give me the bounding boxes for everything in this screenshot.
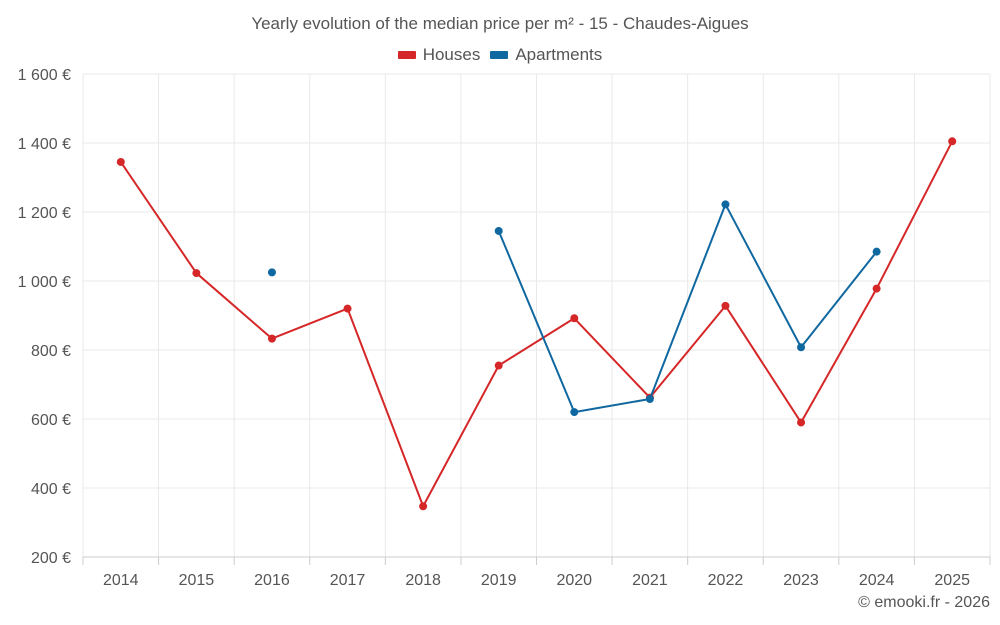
- data-point-houses-2019[interactable]: [494, 361, 503, 370]
- series-line-apartments: [497, 203, 878, 414]
- data-point-houses-2023[interactable]: [797, 418, 806, 427]
- y-tick-label: 1 000 €: [18, 274, 71, 291]
- y-tick-label: 800 €: [31, 343, 71, 360]
- legend-swatch-houses: [397, 51, 416, 59]
- grid-layer: [82, 73, 991, 558]
- legend-label-apartments: Apartments: [515, 45, 603, 64]
- series-layer: [116, 137, 957, 511]
- legend-label-houses: Houses: [422, 45, 481, 64]
- x-tick-label: 2025: [934, 572, 970, 589]
- data-point-houses-2020[interactable]: [570, 314, 579, 323]
- x-tick-label: 2022: [708, 572, 744, 589]
- x-tick-label: 2019: [481, 572, 517, 589]
- data-point-houses-2024[interactable]: [872, 284, 881, 293]
- data-point-houses-2016[interactable]: [267, 334, 276, 343]
- series-line-houses: [119, 140, 954, 508]
- legend: Houses Apartments: [0, 45, 1000, 65]
- y-tick-label: 1 200 €: [18, 205, 71, 222]
- y-tick-label: 1 600 €: [18, 67, 71, 84]
- x-tick-label: 2021: [632, 572, 668, 589]
- data-point-apartments-2023[interactable]: [797, 343, 806, 352]
- data-point-houses-2017[interactable]: [343, 304, 352, 313]
- x-tick-label: 2018: [405, 572, 441, 589]
- data-point-houses-2015[interactable]: [192, 269, 201, 278]
- data-point-houses-2014[interactable]: [116, 157, 125, 166]
- data-point-houses-2022[interactable]: [721, 301, 730, 310]
- chart-title: Yearly evolution of the median price per…: [251, 14, 749, 33]
- data-point-houses-2025[interactable]: [948, 137, 957, 146]
- x-tick-label: 2014: [103, 572, 139, 589]
- legend-item-apartments[interactable]: Apartments: [490, 45, 602, 65]
- y-tick-label: 400 €: [31, 481, 71, 498]
- data-point-apartments-2021[interactable]: [645, 394, 654, 403]
- x-tick-label: 2015: [179, 572, 215, 589]
- y-tick-label: 1 400 €: [18, 136, 71, 153]
- legend-swatch-apartments: [490, 51, 509, 59]
- data-point-apartments-2016[interactable]: [267, 268, 276, 277]
- data-point-apartments-2022[interactable]: [721, 200, 730, 209]
- x-tick-label: 2020: [556, 572, 592, 589]
- x-tick-label: 2024: [859, 572, 895, 589]
- x-tick-label: 2023: [783, 572, 819, 589]
- y-tick-label: 600 €: [31, 412, 71, 429]
- axis-layer: 200 € 400 € 600 € 800 € 1 000 € 1 200 € 1 400 …: [18, 67, 991, 589]
- data-point-houses-2018[interactable]: [419, 502, 428, 511]
- x-tick-label: 2016: [254, 572, 290, 589]
- data-point-apartments-2024[interactable]: [872, 247, 881, 256]
- data-point-apartments-2020[interactable]: [570, 408, 579, 417]
- y-tick-label: 200 €: [31, 550, 71, 567]
- x-tick-label: 2017: [330, 572, 366, 589]
- legend-item-houses[interactable]: Houses: [397, 45, 481, 65]
- copyright-text: © emooki.fr - 2026: [858, 594, 990, 611]
- data-point-apartments-2019[interactable]: [494, 226, 503, 235]
